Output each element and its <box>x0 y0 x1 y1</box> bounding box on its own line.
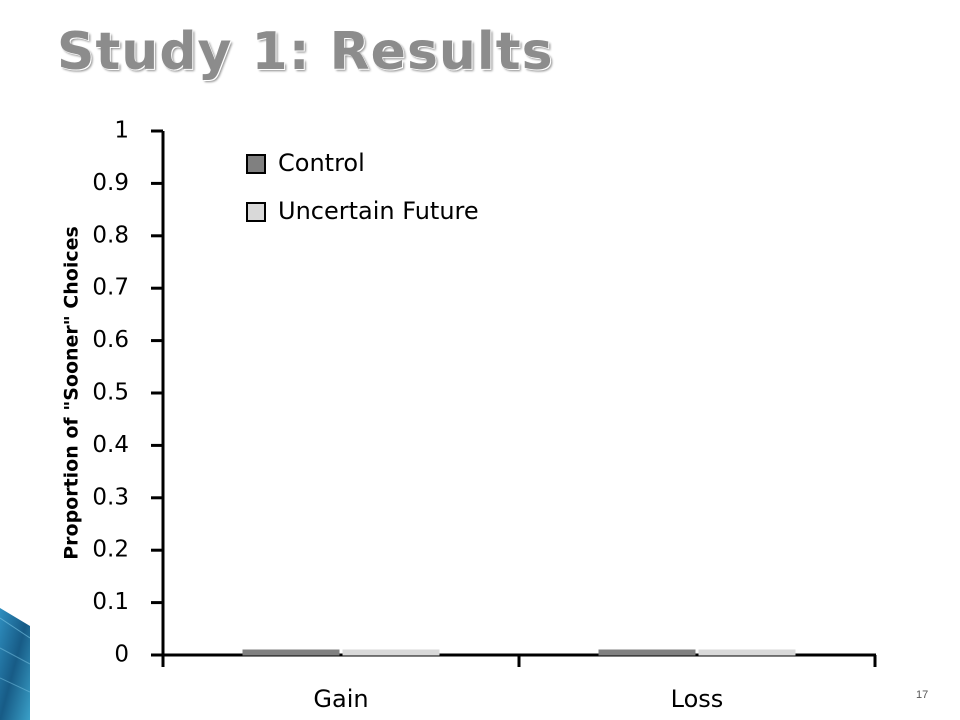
x-ticks: Gain Loss <box>161 655 877 713</box>
x-category-label: Loss <box>671 685 724 713</box>
y-ticks: 0 0.1 0.2 0.3 0.4 0.5 0.6 0.7 0.8 0.9 1 <box>92 118 163 668</box>
y-tick-label: 0.9 <box>92 170 129 196</box>
page-number: 17 <box>916 689 929 701</box>
y-axis-title-group: Proportion of "Sooner" Choices <box>61 226 83 560</box>
bar-control <box>598 649 696 656</box>
y-tick-label: 0.8 <box>92 222 129 248</box>
y-tick-label: 0.7 <box>92 275 129 301</box>
y-tick-label: 0.1 <box>92 589 129 615</box>
y-tick-label: 0.4 <box>92 432 129 458</box>
y-axis-title: Proportion of "Sooner" Choices <box>61 226 83 560</box>
y-tick-label: 1 <box>114 118 129 144</box>
y-tick-label: 0.2 <box>92 537 129 563</box>
corner-decoration <box>0 608 30 720</box>
bar-control <box>242 649 340 656</box>
legend-label: Uncertain Future <box>278 197 479 225</box>
bar-uncertain-future <box>342 649 440 656</box>
y-tick-label: 0.3 <box>92 484 129 510</box>
y-tick-label: 0.5 <box>92 380 129 406</box>
legend-swatch <box>246 202 266 222</box>
legend-swatch <box>246 154 266 174</box>
legend-label: Control <box>278 149 365 177</box>
slide-title: Study 1: Results <box>57 22 554 82</box>
y-tick-label: 0.6 <box>92 327 129 353</box>
bar-uncertain-future <box>698 649 796 656</box>
legend: Control Uncertain Future <box>246 149 479 225</box>
bars <box>242 649 796 656</box>
y-tick-label: 0 <box>114 642 129 668</box>
x-category-label: Gain <box>313 685 368 713</box>
